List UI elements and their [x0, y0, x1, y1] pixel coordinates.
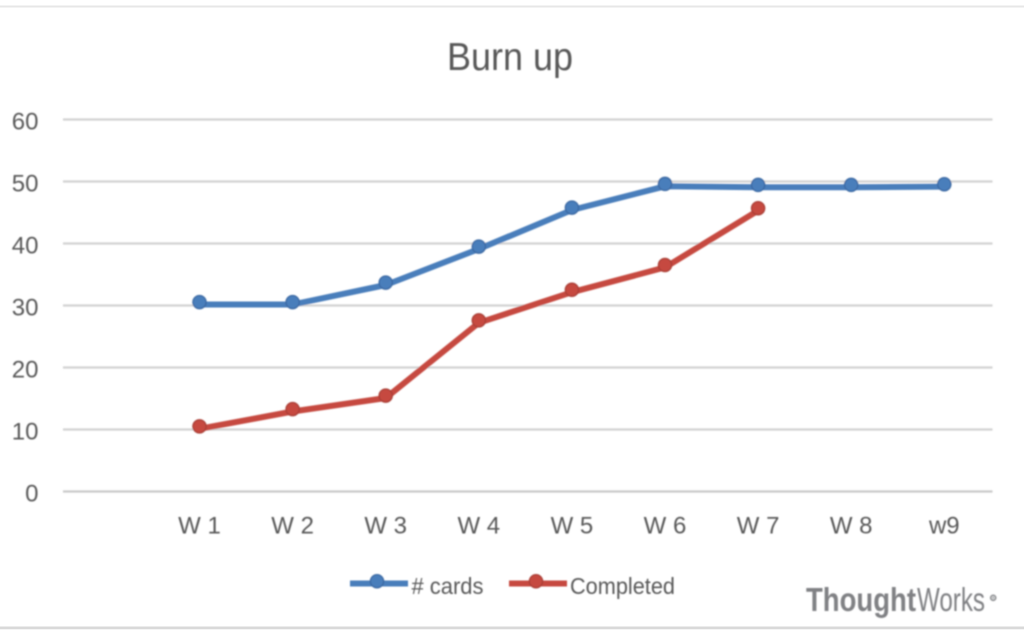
svg-text:Burn up: Burn up — [447, 36, 573, 79]
svg-text:Completed: Completed — [570, 573, 675, 599]
svg-text:30: 30 — [12, 295, 39, 322]
svg-text:0: 0 — [25, 481, 38, 508]
svg-text:50: 50 — [12, 171, 39, 198]
svg-text:W 5: W 5 — [551, 513, 594, 540]
svg-text:Works: Works — [917, 581, 985, 618]
svg-text:60: 60 — [12, 109, 39, 136]
svg-text:W 1: W 1 — [178, 513, 221, 540]
svg-text:20: 20 — [12, 357, 39, 384]
svg-text:W 7: W 7 — [737, 513, 780, 540]
svg-text:W 3: W 3 — [364, 513, 407, 540]
svg-text:W 8: W 8 — [830, 513, 873, 540]
svg-text:40: 40 — [12, 233, 39, 260]
svg-text:W 6: W 6 — [644, 513, 687, 540]
svg-text:# cards: # cards — [412, 573, 484, 599]
svg-text:10: 10 — [12, 419, 39, 446]
svg-text:Thought: Thought — [806, 581, 916, 618]
svg-text:w9: w9 — [928, 513, 960, 540]
svg-text:W 2: W 2 — [271, 513, 314, 540]
svg-text:W 4: W 4 — [457, 513, 500, 540]
